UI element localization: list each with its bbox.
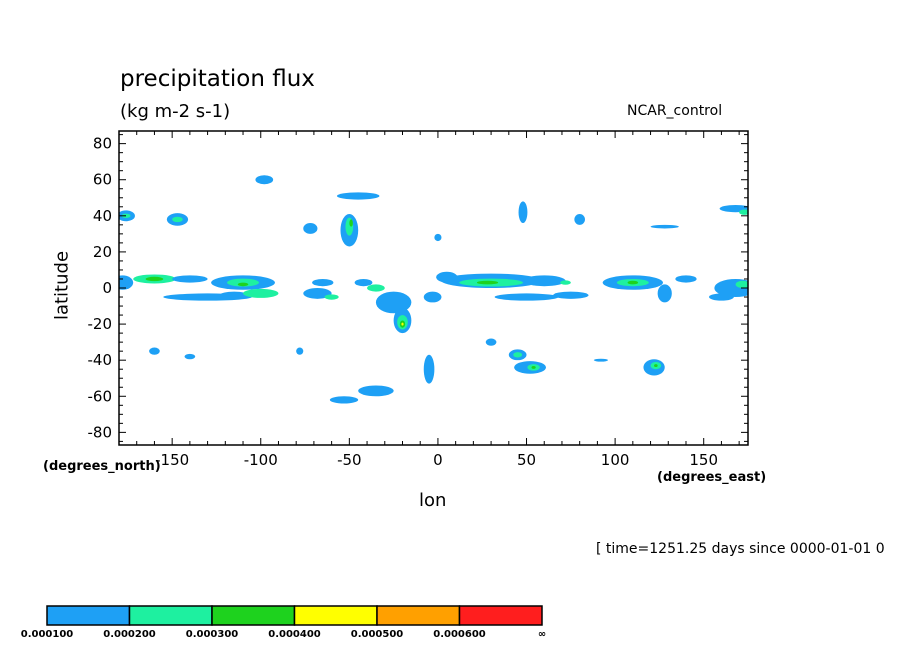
x-tick-label: 150 [689, 451, 718, 469]
x-tick-label: 0 [433, 451, 443, 469]
legend-swatch [46, 605, 131, 626]
precip-region [476, 280, 499, 285]
chart-title: precipitation flux [120, 66, 315, 92]
precip-region [654, 364, 658, 368]
precip-region [401, 322, 404, 326]
precip-region [329, 396, 359, 404]
precip-region [349, 219, 353, 227]
precip-region [172, 275, 208, 283]
y-tick-label: 0 [102, 279, 112, 297]
legend-swatch [128, 605, 213, 626]
precip-region [336, 192, 380, 200]
precip-region [627, 280, 639, 285]
precip-region [709, 293, 734, 301]
precip-region [219, 291, 249, 299]
precip-region [423, 291, 442, 303]
legend-swatch [211, 605, 296, 626]
y-tick-label: 60 [93, 171, 112, 189]
legend-label: 0.000400 [268, 629, 321, 640]
precip-region [650, 224, 679, 229]
precip-region [434, 233, 442, 242]
y-tick-label: -80 [88, 423, 113, 441]
legend-label: ∞ [538, 629, 546, 640]
legend-label: 0.000100 [21, 629, 74, 640]
precip-region [303, 223, 318, 234]
legend-swatch [293, 605, 378, 626]
precip-region [522, 275, 566, 287]
precip-region [367, 284, 385, 292]
axis-ticks: -150 -100 -50 0 50 100 150 80 60 40 20 0 -20 -40 -60 -8… [88, 131, 748, 469]
chart-units: (kg m-2 s-1) [120, 101, 231, 122]
precip-region [518, 201, 528, 224]
precip-region [296, 347, 304, 355]
color-legend: 0.000100 0.000200 0.000300 0.000400 0.000500… [21, 605, 546, 640]
y-axis-units: (degrees_north) [43, 459, 161, 474]
x-axis-units: (degrees_east) [657, 470, 767, 485]
precip-region [172, 216, 183, 223]
precip-region [513, 352, 523, 358]
precip-region [494, 293, 559, 301]
precip-region [735, 280, 748, 288]
precip-region [303, 288, 332, 299]
legend-swatch [458, 605, 543, 626]
precip-region [255, 175, 274, 185]
plot-frame [118, 130, 749, 446]
legend-label: 0.000200 [103, 629, 156, 640]
precip-region [739, 209, 748, 215]
precip-region [423, 354, 435, 384]
precip-region [531, 365, 536, 369]
precip-region [375, 291, 412, 314]
y-tick-label: 80 [93, 135, 112, 153]
precip-region [485, 338, 497, 346]
y-tick-label: 20 [93, 243, 112, 261]
precip-region [593, 358, 609, 362]
run-label: NCAR_control [627, 103, 723, 119]
precip-region [675, 275, 697, 283]
precip-region [657, 284, 672, 303]
precip-region [227, 278, 259, 287]
precip-region [560, 280, 571, 285]
x-tick-label: 100 [601, 451, 630, 469]
precip-region [553, 291, 589, 299]
x-tick-label: 50 [517, 451, 536, 469]
legend-label: 0.000300 [186, 629, 239, 640]
precip-region [312, 278, 334, 287]
x-tick-label: -50 [337, 451, 362, 469]
precip-region [184, 353, 196, 360]
precip-region [121, 213, 131, 218]
precip-region [145, 276, 164, 282]
x-axis-label: lon [419, 490, 447, 511]
precip-region [237, 282, 249, 287]
x-tick-label: -100 [244, 451, 278, 469]
precip-region [354, 278, 373, 287]
legend-label: 0.000600 [433, 629, 486, 640]
y-tick-label: -60 [88, 387, 113, 405]
y-tick-label: -40 [88, 351, 113, 369]
precip-region [358, 385, 394, 397]
time-stamp: [ time=1251.25 days since 0000-01-01 0 [596, 541, 885, 557]
precip-region [243, 288, 279, 298]
precip-region [324, 294, 339, 300]
precip-region [149, 347, 160, 355]
legend-swatch [376, 605, 461, 626]
precip-region [574, 214, 585, 225]
x-tick-label: -150 [155, 451, 189, 469]
y-tick-label: -20 [88, 315, 113, 333]
legend-label: 0.000500 [351, 629, 404, 640]
y-tick-label: 40 [93, 207, 112, 225]
precipitation-contours [119, 175, 748, 404]
